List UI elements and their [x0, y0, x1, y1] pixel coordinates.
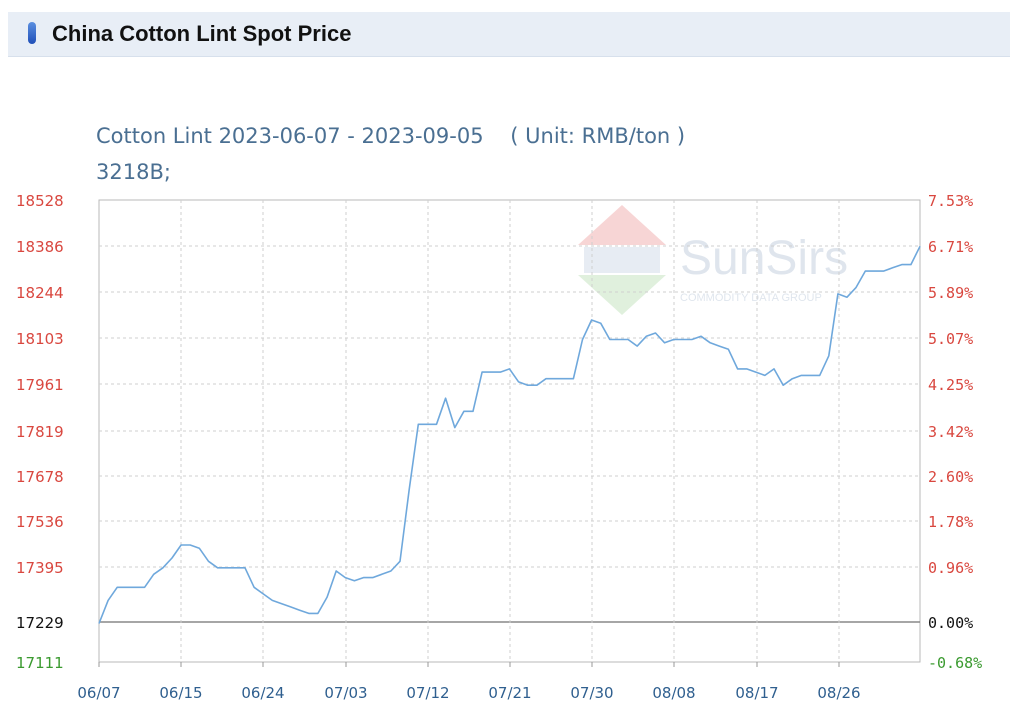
y-tick-label-left: 17395	[16, 559, 64, 577]
x-tick-label: 07/21	[488, 684, 531, 702]
y-tick-label-left: 17819	[16, 423, 64, 441]
y-tick-label-left: 17678	[16, 468, 64, 486]
section-header: China Cotton Lint Spot Price	[8, 12, 1010, 57]
y-tick-label-right: 1.78%	[928, 513, 973, 531]
y-tick-label-right: -0.68%	[928, 654, 982, 672]
chart-series	[98, 245, 921, 624]
y-tick-label-left: 18386	[16, 238, 64, 256]
y-tick-label-left: 18528	[16, 192, 64, 210]
x-tick-label: 08/08	[652, 684, 695, 702]
x-tick-label: 06/15	[159, 684, 202, 702]
y-tick-label-left: 17961	[16, 376, 64, 394]
watermark-brand: SunSirs	[680, 232, 848, 285]
chart-axes	[98, 662, 840, 667]
y-tick-label-right: 3.42%	[928, 423, 973, 441]
x-tick-label: 07/03	[324, 684, 367, 702]
chart-subtitle: 3218B;	[96, 160, 171, 184]
x-tick-label: 08/17	[735, 684, 778, 702]
y-tick-label-right: 6.71%	[928, 238, 973, 256]
x-tick-label: 06/07	[77, 684, 120, 702]
header-marker-icon	[28, 22, 36, 44]
section-title: China Cotton Lint Spot Price	[52, 21, 352, 46]
y-tick-label-left: 17536	[16, 513, 64, 531]
series-line	[98, 245, 921, 624]
x-tick-label: 07/30	[570, 684, 613, 702]
y-tick-label-left: 18244	[16, 284, 64, 302]
y-tick-label-right: 2.60%	[928, 468, 973, 486]
y-tick-label-right: 0.96%	[928, 559, 973, 577]
y-tick-label-left: 17229	[16, 614, 64, 632]
chart-tick-labels: 18528 7.53% 18386 6.71% 18244 5.89% 18103 5.07%…	[16, 192, 982, 702]
x-tick-label: 07/12	[406, 684, 449, 702]
y-tick-label-left: 18103	[16, 330, 64, 348]
y-tick-label-right: 7.53%	[928, 192, 973, 210]
y-tick-label-right: 5.89%	[928, 284, 973, 302]
watermark-tagline: COMMODITY DATA GROUP	[680, 292, 822, 304]
y-tick-label-right: 0.00%	[928, 614, 973, 632]
y-tick-label-right: 5.07%	[928, 330, 973, 348]
x-tick-label: 08/26	[817, 684, 860, 702]
x-tick-label: 06/24	[241, 684, 284, 702]
y-tick-label-right: 4.25%	[928, 376, 973, 394]
sunsirs-watermark: SunSirs COMMODITY DATA GROUP	[578, 205, 848, 315]
watermark-logo-bottom	[578, 275, 666, 315]
watermark-logo-top	[578, 205, 666, 245]
watermark-logo-band	[584, 247, 660, 273]
y-tick-label-left: 17111	[16, 654, 64, 672]
chart-title: Cotton Lint 2023-06-07 - 2023-09-05 ( Un…	[96, 124, 686, 148]
